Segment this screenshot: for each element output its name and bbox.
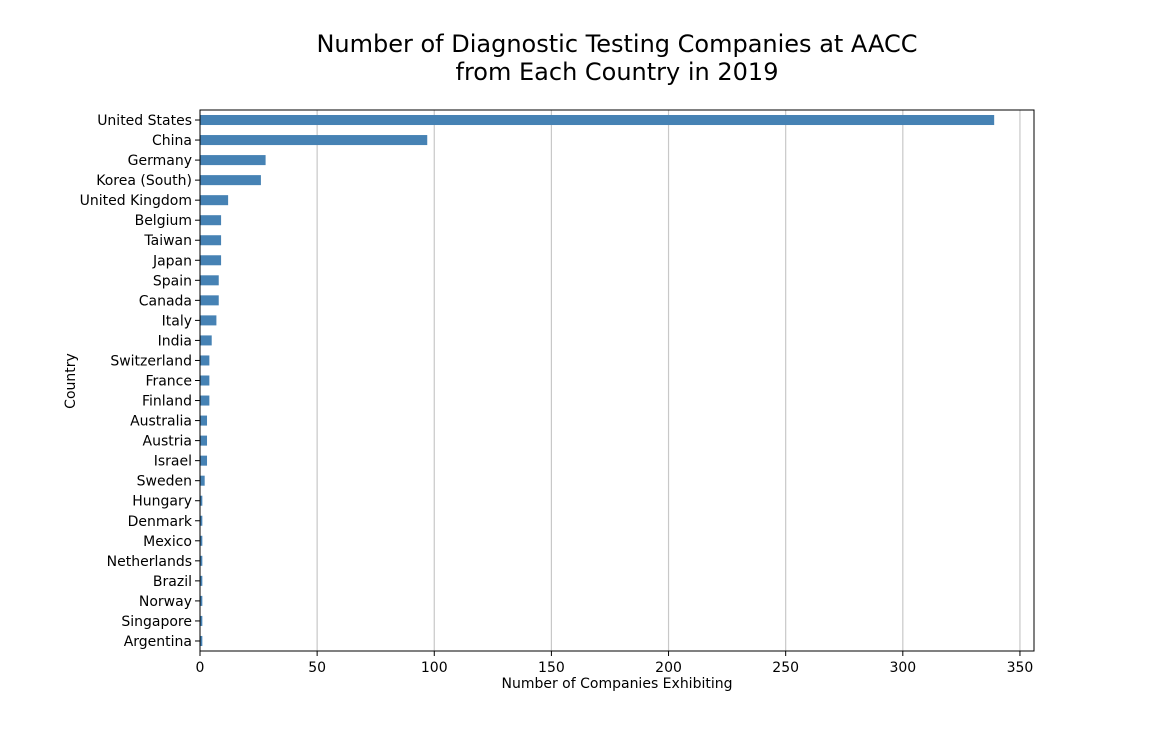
bar-denmark [200, 515, 203, 526]
y-tick-label: Australia [130, 414, 192, 430]
bar-korea-south [200, 175, 261, 186]
x-axis-label: Number of Companies Exhibiting [501, 676, 732, 692]
bar-switzerland [200, 355, 210, 366]
bar-united-kingdom [200, 195, 229, 206]
y-tick-label: United Kingdom [80, 193, 192, 209]
y-tick-label: Argentina [124, 634, 192, 650]
y-tick-label: Canada [139, 293, 192, 309]
x-tick-label: 150 [538, 660, 565, 676]
bar-singapore [200, 615, 203, 626]
y-tick-label: United States [97, 113, 192, 129]
x-axis-ticks: 0 50 100 150 200 250 300 350 [196, 651, 1034, 676]
gridlines [316, 110, 1021, 651]
bar-italy [200, 315, 217, 326]
y-tick-label: Mexico [143, 534, 192, 550]
bar-taiwan [200, 235, 222, 246]
bar-australia [200, 415, 208, 426]
bar-finland [200, 395, 210, 406]
bar-israel [200, 455, 208, 466]
y-tick-label: Taiwan [143, 233, 192, 249]
y-tick-label: Switzerland [110, 353, 192, 369]
y-tick-label: Netherlands [107, 554, 192, 570]
y-tick-label: Belgium [135, 213, 192, 229]
y-tick-label: Israel [154, 454, 192, 470]
y-tick-label: Germany [128, 153, 192, 169]
y-tick-label: France [145, 374, 192, 390]
bar-brazil [200, 575, 203, 586]
x-tick-label: 300 [889, 660, 916, 676]
bar-mexico [200, 535, 203, 546]
bar-germany [200, 155, 266, 166]
bar-spain [200, 275, 219, 286]
y-tick-label: Finland [142, 394, 192, 410]
y-tick-label: Norway [139, 594, 192, 610]
bar-netherlands [200, 555, 203, 566]
y-tick-label: Italy [162, 313, 192, 329]
bar-france [200, 375, 210, 386]
bar-canada [200, 295, 219, 306]
y-tick-label: Spain [153, 273, 192, 289]
bar-india [200, 335, 212, 346]
x-tick-label: 250 [772, 660, 799, 676]
chart-title-line-1: Number of Diagnostic Testing Companies a… [316, 30, 917, 58]
bar-china [200, 135, 428, 146]
y-axis-ticks: United States China Germany Korea (South) Un… [80, 113, 200, 650]
chart-title-line-2: from Each Country in 2019 [456, 58, 779, 86]
y-tick-label: Brazil [153, 574, 192, 590]
bars [200, 115, 995, 646]
bar-norway [200, 595, 203, 606]
bar-united-states [200, 115, 995, 126]
y-tick-label: Korea (South) [96, 173, 192, 189]
y-axis-label: Country [63, 353, 79, 409]
bar-argentina [200, 635, 203, 646]
y-tick-label: Sweden [137, 474, 192, 490]
plot-frame [199, 109, 1035, 652]
y-tick-label: Japan [152, 253, 192, 269]
bar-hungary [200, 495, 203, 506]
y-tick-label: Singapore [121, 614, 192, 630]
x-tick-label: 200 [655, 660, 682, 676]
y-tick-label: Austria [143, 434, 192, 450]
x-tick-label: 100 [421, 660, 448, 676]
y-tick-label: Hungary [132, 494, 192, 510]
bar-belgium [200, 215, 222, 226]
x-tick-label: 50 [308, 660, 326, 676]
bar-sweden [200, 475, 205, 486]
bar-japan [200, 255, 222, 266]
x-tick-label: 350 [1007, 660, 1034, 676]
x-tick-label: 0 [196, 660, 205, 676]
y-tick-label: Denmark [128, 514, 193, 530]
y-tick-label: China [152, 133, 192, 149]
y-tick-label: India [158, 333, 192, 349]
bar-austria [200, 435, 208, 446]
